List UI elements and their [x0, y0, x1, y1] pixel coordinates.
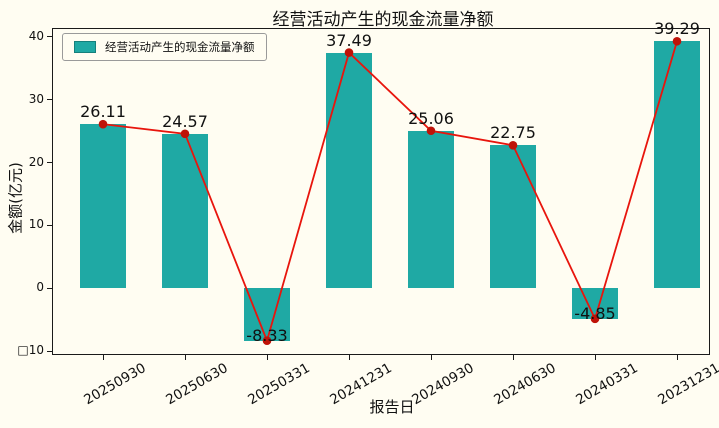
legend-swatch — [74, 41, 96, 53]
x-tick-label: 20231231 — [655, 360, 719, 409]
value-label: 26.11 — [80, 102, 126, 122]
y-tick-mark — [47, 36, 52, 38]
value-label: -8.33 — [246, 325, 288, 345]
x-axis-title: 报告日 — [369, 398, 415, 416]
x-tick-mark — [102, 355, 104, 360]
y-tick-mark — [47, 99, 52, 101]
y-tick-mark — [47, 162, 52, 164]
x-tick-label: 20250331 — [245, 360, 313, 409]
y-tick-mark — [47, 224, 52, 226]
x-tick-label: 20240630 — [491, 360, 559, 409]
y-tick-label: 40 — [28, 28, 44, 43]
y-tick-label: 20 — [28, 154, 44, 169]
value-label: -4.85 — [574, 303, 616, 323]
bar-20250630 — [162, 133, 208, 289]
x-tick-label: 20250630 — [163, 360, 231, 409]
y-tick-label: 10 — [28, 217, 44, 232]
bar-20241231 — [326, 52, 372, 289]
x-tick-mark — [594, 355, 596, 360]
x-tick-mark — [348, 355, 350, 360]
x-tick-label: 20240331 — [573, 360, 641, 409]
y-tick-mark — [47, 350, 52, 352]
y-tick-label: □10 — [17, 343, 44, 358]
x-tick-mark — [266, 355, 268, 360]
value-label: 22.75 — [490, 123, 536, 143]
y-tick-label: 0 — [36, 280, 44, 295]
value-label: 37.49 — [326, 30, 372, 50]
value-label: 25.06 — [408, 108, 454, 128]
bar-20231231 — [654, 41, 700, 289]
x-tick-mark — [676, 355, 678, 360]
value-label: 39.29 — [654, 19, 700, 39]
bar-20250930 — [80, 124, 126, 289]
bar-20240630 — [490, 145, 536, 289]
x-tick-label: 20250930 — [81, 360, 149, 409]
value-label: 24.57 — [162, 111, 208, 131]
legend-label: 经营活动产生的现金流量净额 — [105, 40, 255, 54]
legend: 经营活动产生的现金流量净额 — [62, 33, 267, 61]
bar-20240930 — [408, 130, 454, 289]
x-tick-mark — [430, 355, 432, 360]
x-tick-mark — [184, 355, 186, 360]
y-tick-label: 30 — [28, 91, 44, 106]
y-tick-mark — [47, 287, 52, 289]
plot-area — [52, 28, 710, 355]
x-tick-mark — [512, 355, 514, 360]
chart-title: 经营活动产生的现金流量净额 — [272, 10, 494, 30]
x-tick-label: 20240930 — [409, 360, 477, 409]
